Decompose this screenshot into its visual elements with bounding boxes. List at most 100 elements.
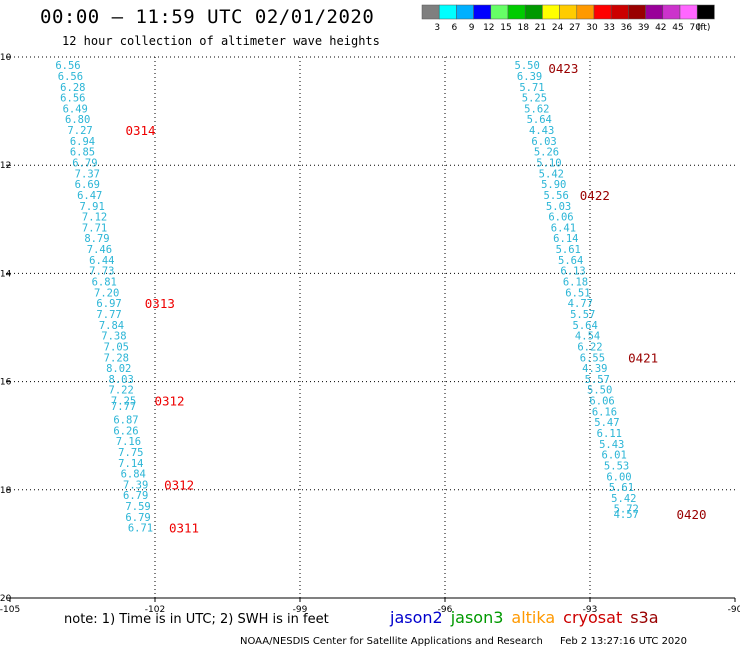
wave-height-value: 5.42 — [611, 493, 636, 505]
wave-height-value: 7.39 — [123, 479, 148, 491]
pass-time-label: 0422 — [580, 188, 610, 203]
legend-bin-label: 30 — [586, 23, 598, 33]
wave-height-value: 6.84 — [121, 469, 146, 481]
wave-height-value: 6.44 — [89, 255, 114, 267]
wave-height-value: 5.53 — [604, 460, 629, 472]
x-tick-label: -93 — [583, 605, 598, 615]
wave-height-value: 7.38 — [101, 331, 126, 343]
satellite-jason2: jason2 — [390, 608, 443, 627]
y-tick-label: -14 — [0, 269, 12, 279]
wave-height-value: 5.57 — [570, 309, 595, 321]
wave-height-value: 4.77 — [568, 298, 593, 310]
wave-height-value: 8.03 — [109, 374, 134, 386]
wave-height-value: 8.79 — [84, 233, 109, 245]
wave-height-value: 6.79 — [72, 157, 97, 169]
legend-bin-label: 6 — [452, 23, 458, 33]
legend-bin-label: 12 — [483, 23, 494, 33]
y-tick-label: -10 — [0, 53, 12, 63]
wave-height-value: 6.55 — [580, 352, 605, 364]
wave-height-value: 7.77 — [96, 309, 121, 321]
wave-height-value: 5.03 — [546, 201, 571, 213]
wave-height-value: 7.71 — [82, 222, 107, 234]
wave-height-value: 6.51 — [565, 287, 590, 299]
legend-swatch — [524, 4, 543, 20]
wave-height-value: 5.72 — [614, 504, 639, 516]
chart-subtitle: 12 hour collection of altimeter wave hei… — [62, 34, 380, 48]
wave-height-value: 7.77 — [111, 401, 136, 413]
wave-height-value: 7.16 — [116, 436, 141, 448]
pass-time-label: 0312 — [154, 394, 184, 409]
x-tick-label: -96 — [438, 605, 453, 615]
wave-height-value: 6.49 — [63, 103, 88, 115]
x-tick-label: -99 — [293, 605, 308, 615]
wave-height-value: 6.69 — [75, 179, 100, 191]
legend-swatch — [610, 4, 629, 20]
color-legend: 3 6 9 12 15 18 21 24 27 30 33 36 39 42 45 70(ft) — [421, 4, 715, 33]
wave-height-value: 7.22 — [109, 385, 134, 397]
wave-height-value: 6.06 — [589, 396, 614, 408]
legend-bin-label: 24 — [552, 23, 564, 33]
legend-swatch — [662, 4, 681, 20]
wave-height-value: 6.11 — [597, 428, 622, 440]
wave-height-value: 5.90 — [541, 179, 566, 191]
pass-time-label: 0313 — [145, 296, 175, 311]
chart-grid — [10, 56, 735, 598]
y-tick-label: -16 — [0, 378, 12, 388]
legend-swatch — [576, 4, 595, 20]
wave-height-value: 6.41 — [551, 222, 576, 234]
legend-bin-label: 3 — [434, 23, 440, 33]
wave-height-value: 7.12 — [82, 212, 107, 224]
wave-height-value: 6.01 — [602, 450, 627, 462]
legend-swatch — [559, 4, 578, 20]
pass-time-label: 0312 — [164, 477, 194, 492]
wave-height-value: 6.14 — [553, 233, 578, 245]
wave-height-value: 6.18 — [563, 277, 588, 289]
legend-swatch — [438, 4, 457, 20]
wave-height-value: 6.16 — [592, 406, 617, 418]
wave-height-value: 7.75 — [118, 447, 143, 459]
y-tick-label: -20 — [0, 594, 12, 604]
wave-height-value: 6.85 — [70, 147, 95, 159]
wave-height-value: 6.26 — [113, 425, 138, 437]
wave-height-value: 5.57 — [585, 374, 610, 386]
legend-swatch — [456, 4, 474, 20]
units-note: note: 1) Time is in UTC; 2) SWH is in fe… — [64, 612, 329, 627]
satellite-jason3: jason3 — [450, 608, 504, 627]
wave-height-value: 5.50 — [587, 385, 612, 397]
legend-bin-label: 36 — [621, 23, 633, 33]
legend-bin-label: 70 — [689, 23, 701, 33]
wave-height-value: 5.26 — [534, 147, 559, 159]
legend-bin-label: 45 — [672, 23, 683, 33]
wave-height-value: 7.27 — [67, 125, 92, 137]
wave-height-value: 6.22 — [577, 341, 602, 353]
x-tick-label: -90 — [728, 605, 740, 615]
legend-swatch — [490, 4, 509, 20]
wave-height-value: 6.28 — [60, 82, 85, 94]
wave-height-value: 7.14 — [118, 458, 143, 470]
wave-height-value: 4.54 — [575, 331, 600, 343]
legend-bin-label: 33 — [603, 23, 614, 33]
satellite-legend: jason2 jason3 altika cryosat s3a — [390, 608, 667, 627]
legend-bin-label: 18 — [517, 23, 529, 33]
chart-axes: -105 -102 -99 -96 -93 -90 -10 -12 -14 -16 -18 -20 — [0, 53, 740, 615]
pass-time-label: 0420 — [676, 507, 706, 522]
wave-height-value: 6.00 — [606, 471, 631, 483]
legend-bin-label: 15 — [500, 23, 511, 33]
legend-swatch — [679, 4, 698, 20]
wave-height-value: 7.25 — [111, 396, 136, 408]
wave-height-value: 5.10 — [536, 157, 561, 169]
wave-height-value: 5.25 — [522, 93, 547, 105]
legend-swatch — [645, 4, 664, 20]
chart-title: 00:00 – 11:59 UTC 02/01/2020 — [40, 6, 375, 28]
wave-height-value: 5.64 — [558, 255, 583, 267]
legend-swatch — [421, 4, 440, 20]
pass-time-annotations: 0314 0313 0312 0312 0311 0423 0422 0421 0420 — [125, 61, 706, 536]
footer: NOAA/NESDIS Center for Satellite Applica… — [240, 636, 687, 647]
wave-height-value: 7.91 — [80, 201, 105, 213]
footer-timestamp: Feb 2 13:27:16 UTC 2020 — [560, 636, 688, 647]
legend-swatch — [593, 4, 612, 20]
wave-height-value: 7.20 — [94, 287, 119, 299]
wave-height-value: 7.46 — [87, 244, 112, 256]
wave-height-value: 6.56 — [55, 60, 80, 72]
wave-height-value: 6.79 — [123, 490, 148, 502]
